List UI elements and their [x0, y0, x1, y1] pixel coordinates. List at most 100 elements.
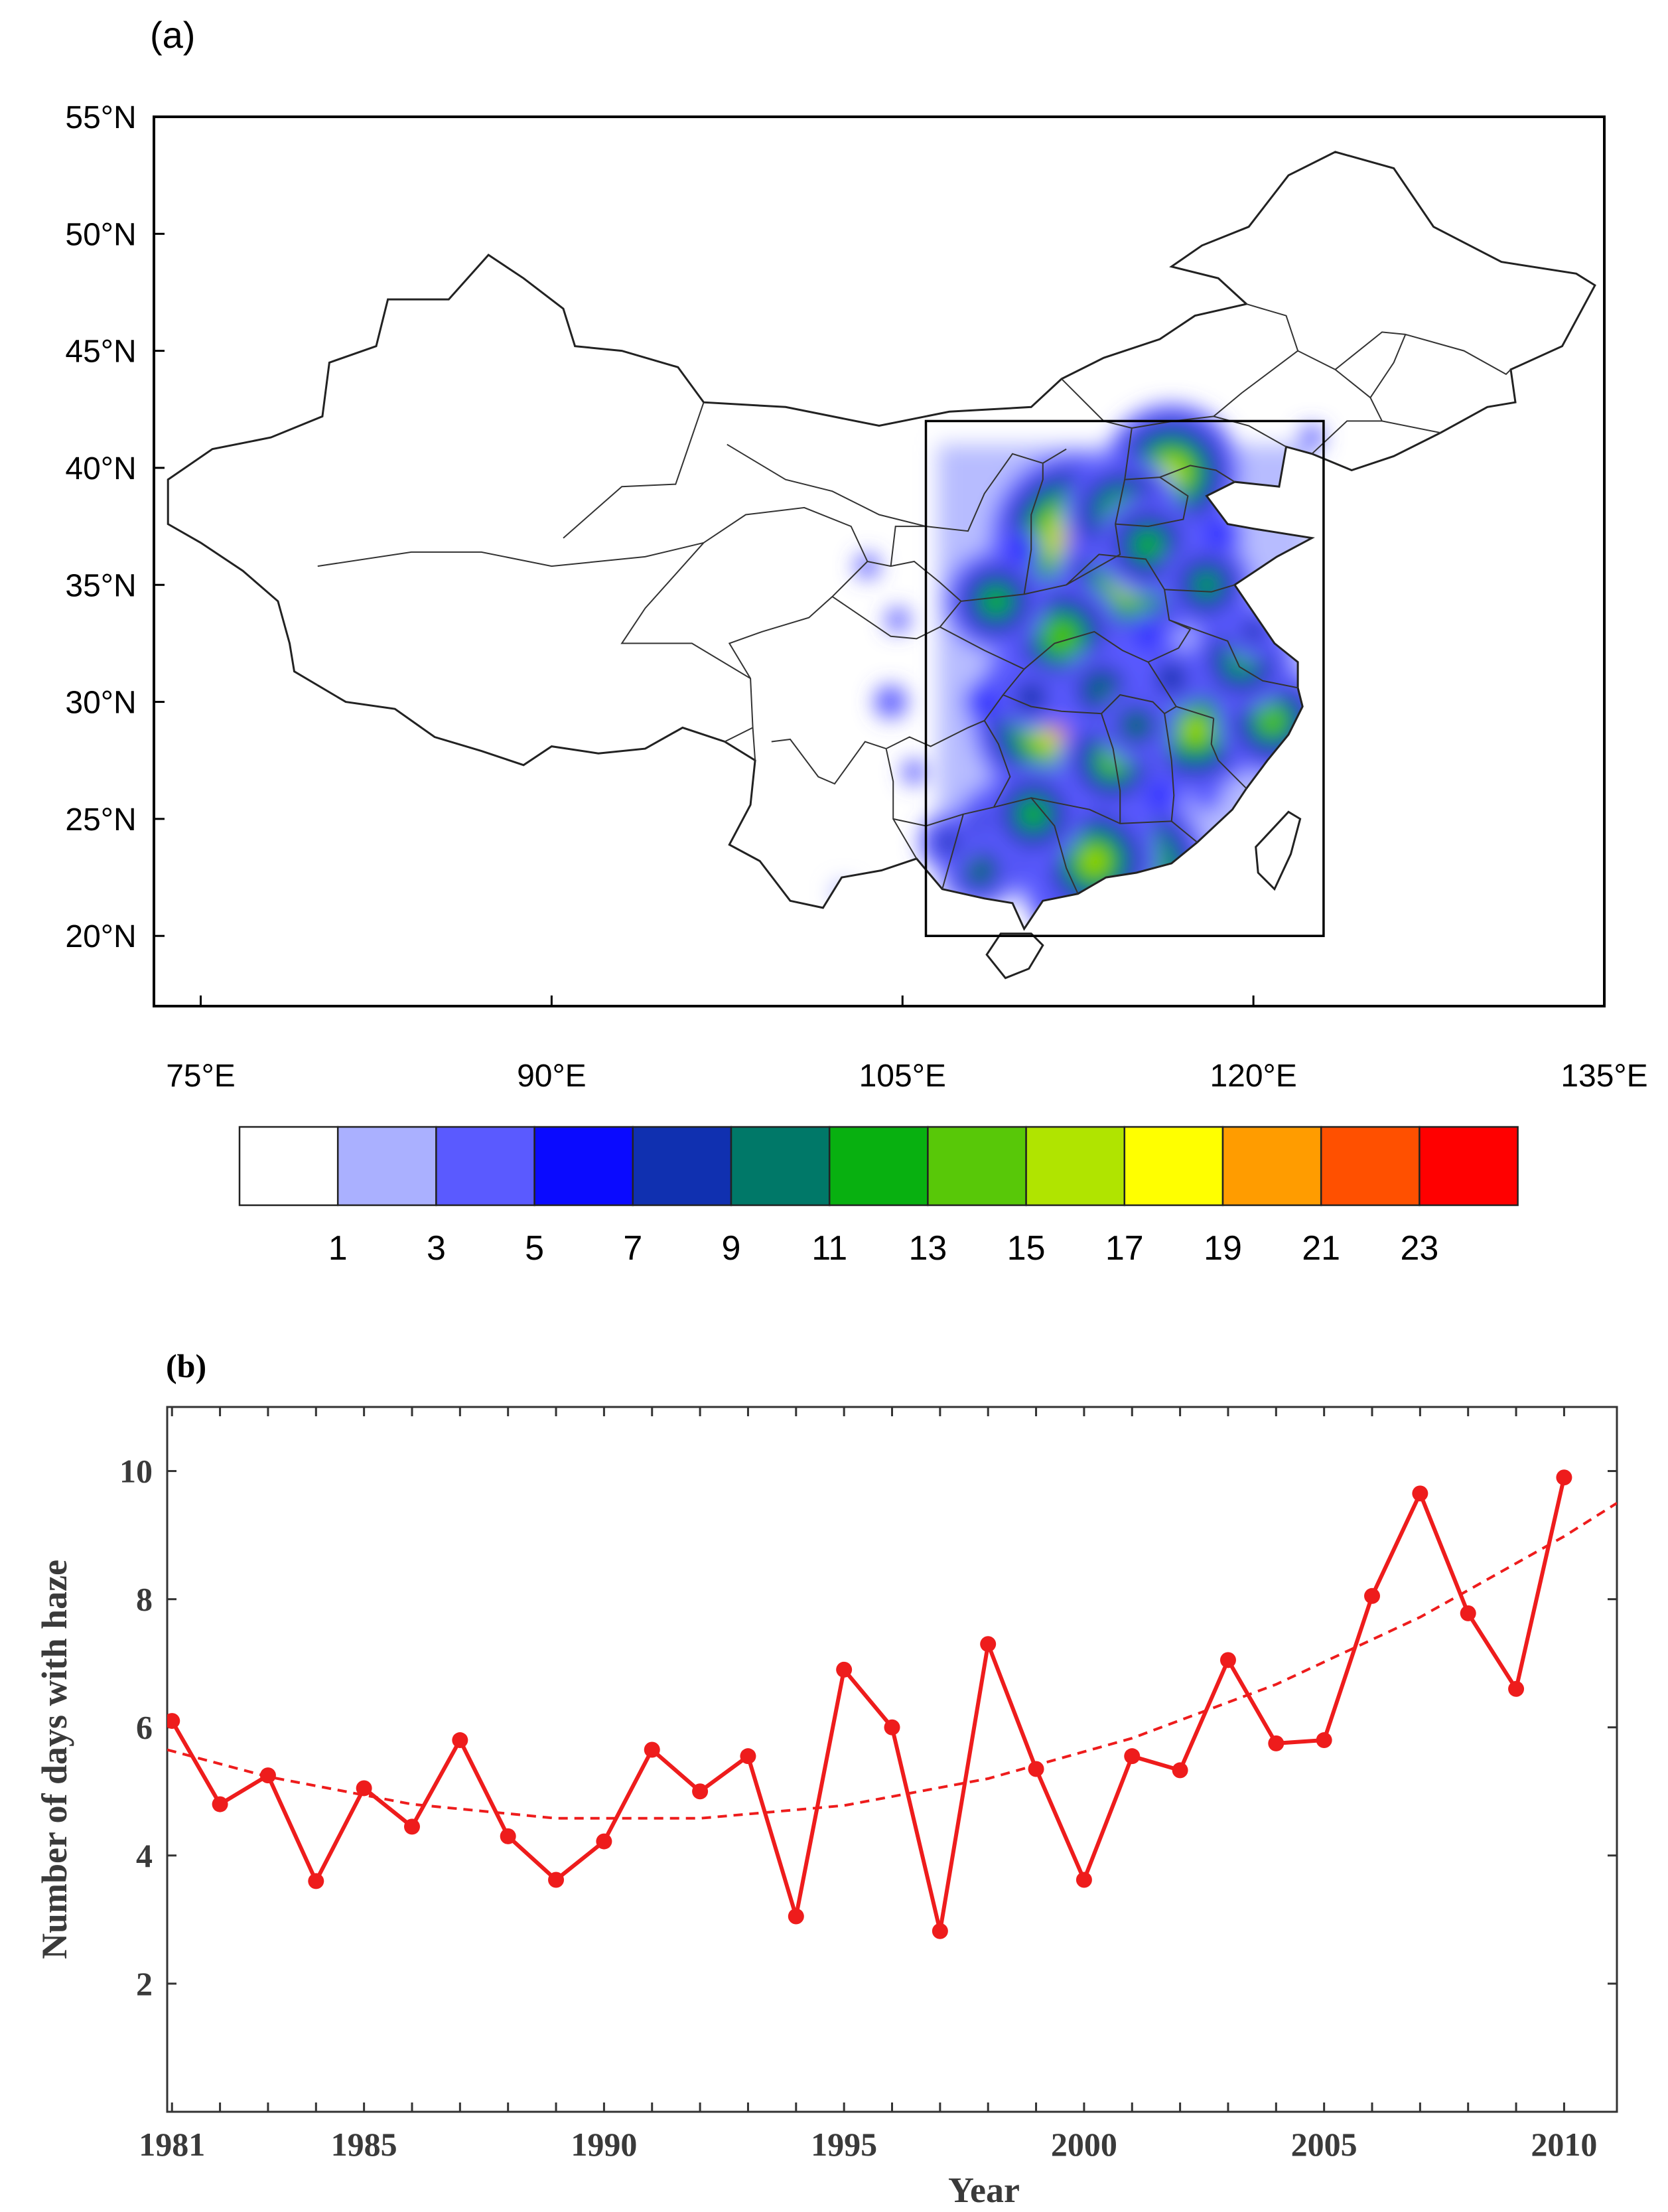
data-point [1076, 1872, 1092, 1888]
map-lon-tick-label: 120°E [1210, 1059, 1296, 1094]
data-point [259, 1767, 276, 1784]
y-tick-label: 2 [136, 1965, 153, 2002]
colorbar-swatch [1221, 1126, 1322, 1207]
x-axis: 1981 1985 1990 1995 2000 2005 2010 [139, 1407, 1597, 2163]
map-lat-tick-label: 50°N [65, 217, 136, 252]
colorbar-label: 23 [1400, 1229, 1438, 1268]
colorbar-label: 5 [525, 1229, 544, 1268]
data-point [403, 1818, 420, 1835]
data-point [1364, 1587, 1381, 1604]
colorbar-swatch [1025, 1126, 1126, 1207]
haze-contour-blob [1241, 619, 1266, 644]
colorbar-swatch [1419, 1126, 1519, 1207]
data-point [452, 1732, 468, 1749]
data-point [788, 1908, 804, 1925]
haze-contour-blob [1300, 425, 1324, 450]
series-line [170, 1477, 1566, 1933]
trend-line [167, 1502, 1617, 1820]
haze-contour-blob [1194, 783, 1219, 808]
haze-contour-field [832, 404, 1328, 929]
map-lon-tick-label: 105°E [859, 1059, 946, 1094]
map-lat-tick-label: 35°N [65, 568, 136, 603]
colorbar-label: 19 [1204, 1229, 1242, 1268]
colorbar-label: 9 [722, 1229, 741, 1268]
x-tick-label: 2005 [1291, 2126, 1357, 2163]
data-point [1172, 1762, 1188, 1779]
haze-contour-blob [1265, 826, 1289, 850]
colorbar-swatch [533, 1126, 634, 1207]
x-tick-label: 2000 [1051, 2126, 1117, 2163]
data-point [1556, 1469, 1572, 1486]
y-tick-label: 4 [136, 1837, 153, 1874]
map-lon-tick-label: 135°E [1561, 1059, 1647, 1094]
haze-contour-blob [967, 858, 992, 883]
map-boundaries [167, 151, 1596, 980]
haze-contour-blob [937, 830, 961, 855]
map-lon-tick-label: 75°E [166, 1059, 236, 1094]
map-lon-axis: 75°E 90°E 105°E 120°E 135°E [166, 995, 1648, 1094]
data-point [356, 1780, 372, 1797]
haze-contour-blob [1007, 538, 1032, 562]
haze-contour-blob [1082, 849, 1107, 873]
y-tick-label: 8 [136, 1581, 153, 1618]
colorbar-swatch [336, 1126, 437, 1207]
map-lat-tick-label: 25°N [65, 802, 136, 838]
map-lon-tick-label: 90°E [517, 1059, 587, 1094]
taiwan-outline [1255, 810, 1302, 891]
colorbar-label: 7 [623, 1229, 642, 1268]
x-tick-label: 1985 [331, 2126, 397, 2163]
map-lat-tick-label: 45°N [65, 334, 136, 370]
data-point [1316, 1732, 1332, 1749]
colorbar-label: 13 [908, 1229, 947, 1268]
data-point [1508, 1680, 1525, 1697]
y-tick-label: 10 [119, 1453, 153, 1490]
colorbar-label: 15 [1007, 1229, 1046, 1268]
haze-contour-blob [1089, 678, 1113, 702]
haze-contour-blob [972, 690, 997, 714]
data-point [740, 1748, 756, 1765]
data-point [1412, 1485, 1428, 1502]
data-point [500, 1828, 516, 1844]
haze-contour-blob [886, 608, 910, 632]
colorbar-swatch [927, 1126, 1027, 1207]
haze-contour-blob [902, 760, 926, 784]
data-point [212, 1796, 228, 1812]
colorbar-swatch [238, 1126, 339, 1207]
map-lat-tick-label: 40°N [65, 451, 136, 486]
haze-contour-blob [1050, 624, 1074, 648]
y-tick-label: 6 [136, 1709, 153, 1746]
map-lat-tick-label: 30°N [65, 686, 136, 721]
data-point [1268, 1735, 1285, 1751]
haze-contour-blob [1159, 666, 1184, 691]
haze-contour-blob [1194, 573, 1219, 597]
y-axis-label: Number of days with haze [35, 1560, 74, 1959]
data-point [644, 1741, 660, 1758]
map-lat-tick-label: 55°N [65, 100, 136, 135]
hainan-outline [985, 932, 1044, 980]
data-point [836, 1661, 853, 1678]
data-point [1460, 1605, 1476, 1621]
y-axis: 2 4 6 8 10 [119, 1453, 1617, 2002]
x-tick-label: 1981 [139, 2126, 205, 2163]
colorbar: 1 3 5 7 9 11 13 15 17 19 21 23 [238, 1126, 1519, 1268]
panel-a: (a) 20°N 25°N 30°N 35°N 40°N 45°N 50°N 55°N 75°… [65, 14, 1647, 1268]
colorbar-swatch [828, 1126, 929, 1207]
map-frame [153, 115, 1606, 1007]
series-points [167, 1469, 1572, 1939]
colorbar-label: 3 [427, 1229, 446, 1268]
data-point [932, 1923, 948, 1939]
panel-a-label: (a) [150, 14, 195, 56]
colorbar-swatch [632, 1126, 732, 1207]
colorbar-swatch [435, 1126, 535, 1207]
x-tick-label: 2010 [1531, 2126, 1597, 2163]
haze-contour-blob [1021, 802, 1046, 826]
x-tick-label: 1995 [811, 2126, 877, 2163]
colorbar-label: 1 [328, 1229, 348, 1268]
haze-contour-blob [1148, 783, 1172, 808]
data-point [548, 1872, 565, 1888]
plot-frame [166, 1406, 1618, 2113]
x-tick-label: 1990 [571, 2126, 637, 2163]
data-point [1028, 1761, 1044, 1777]
